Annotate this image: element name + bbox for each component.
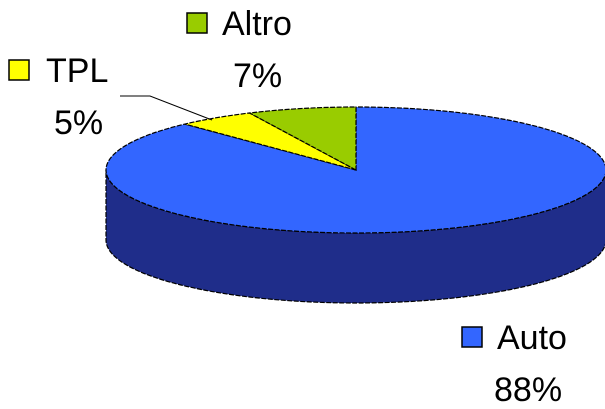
- label-altro-name: Altro: [222, 5, 292, 43]
- legend-swatch-tpl: [8, 59, 30, 81]
- pie-slice-altro: [247, 106, 357, 172]
- legend-swatch-auto: [461, 326, 483, 348]
- label-auto-value: 88%: [494, 371, 562, 409]
- label-tpl-value: 5%: [54, 104, 103, 142]
- tpl-leader-line: [120, 95, 213, 121]
- label-altro-value: 7%: [233, 57, 282, 95]
- pie-slices: [105, 106, 605, 234]
- legend-swatch-altro: [186, 12, 208, 34]
- label-auto-name: Auto: [497, 319, 567, 357]
- label-tpl-name: TPL: [46, 52, 108, 90]
